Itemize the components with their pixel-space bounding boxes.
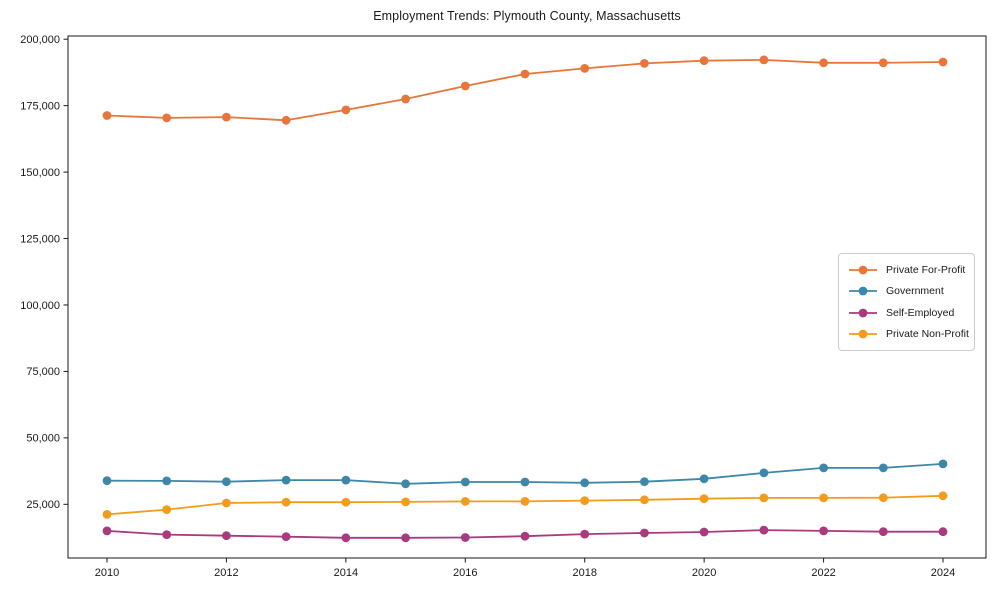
x-tick-label: 2024 <box>931 567 955 579</box>
legend-item-self-employed: Self-Employed <box>848 303 965 322</box>
data-point-government <box>878 463 888 473</box>
data-point-government <box>640 477 649 487</box>
data-point-self-employed <box>460 533 470 542</box>
data-point-government <box>759 468 769 478</box>
data-point-government <box>520 477 530 487</box>
data-point-self-employed <box>222 531 231 541</box>
data-point-private-non-profit <box>699 494 709 504</box>
legend-item-private-non-profit: Private Non-Profit <box>848 325 969 344</box>
data-point-government <box>281 475 291 485</box>
legend-label: Private For-Profit <box>886 263 966 276</box>
data-point-private-non-profit <box>938 491 948 501</box>
data-point-self-employed <box>699 527 709 537</box>
y-tick-label: 75,000 <box>26 366 60 378</box>
data-point-private-non-profit <box>222 498 231 508</box>
data-point-private-for-profit <box>640 59 649 68</box>
data-point-government <box>580 478 590 488</box>
x-tick-label: 2022 <box>811 567 835 579</box>
data-point-private-for-profit <box>162 113 172 123</box>
data-point-government <box>222 477 231 487</box>
legend-label: Private Non-Profit <box>886 328 969 340</box>
legend-item-private-for-profit: Private For-Profit <box>848 260 965 279</box>
x-tick-label: 2018 <box>572 567 596 579</box>
x-tick-label: 2016 <box>453 567 477 579</box>
data-point-private-non-profit <box>341 497 351 507</box>
data-point-private-for-profit <box>878 58 888 68</box>
data-point-government <box>162 476 172 486</box>
data-point-private-non-profit <box>162 505 172 514</box>
data-point-self-employed <box>878 527 888 537</box>
data-point-private-for-profit <box>699 56 709 66</box>
legend-marker-private-for-profit-icon <box>849 265 877 274</box>
data-point-private-for-profit <box>520 69 530 79</box>
data-point-government <box>460 477 470 487</box>
y-tick-label: 50,000 <box>26 433 60 445</box>
data-point-private-for-profit <box>341 105 351 115</box>
data-point-self-employed <box>819 526 828 536</box>
data-point-government <box>938 459 948 469</box>
data-point-self-employed <box>341 533 351 543</box>
chart-title: Employment Trends: Plymouth County, Mass… <box>373 9 681 23</box>
data-point-government <box>699 474 709 484</box>
data-point-private-for-profit <box>222 112 231 122</box>
data-point-private-non-profit <box>281 497 291 507</box>
data-point-private-non-profit <box>520 497 530 506</box>
x-tick-label: 2020 <box>692 567 716 579</box>
data-point-self-employed <box>162 530 172 539</box>
y-tick-label: 100,000 <box>20 300 60 312</box>
data-point-private-for-profit <box>102 111 112 120</box>
x-tick-label: 2012 <box>214 567 238 579</box>
data-point-private-non-profit <box>819 493 828 503</box>
legend-marker-government-icon <box>849 286 877 296</box>
data-point-private-for-profit <box>819 58 828 68</box>
data-point-private-non-profit <box>102 510 112 519</box>
data-point-self-employed <box>640 528 649 538</box>
data-point-private-for-profit <box>938 57 948 67</box>
data-point-government <box>401 479 410 489</box>
data-point-self-employed <box>520 531 530 541</box>
data-point-government <box>341 475 351 485</box>
data-point-private-non-profit <box>401 497 410 507</box>
y-tick-label: 150,000 <box>20 167 60 179</box>
x-tick-label: 2010 <box>95 567 119 579</box>
legend-item-government: Government <box>848 282 965 301</box>
data-point-private-non-profit <box>640 495 649 505</box>
data-point-self-employed <box>759 525 769 535</box>
data-point-self-employed <box>281 532 291 542</box>
legend-label: Government <box>886 285 944 297</box>
legend: Private For-Profit Government Self-Employe… <box>838 253 975 351</box>
data-point-private-non-profit <box>460 497 470 506</box>
y-tick-label: 175,000 <box>20 100 60 112</box>
legend-marker-private-non-profit-icon <box>849 329 877 339</box>
data-point-private-for-profit <box>759 55 769 65</box>
y-tick-label: 200,000 <box>20 34 60 46</box>
data-point-self-employed <box>938 527 948 537</box>
legend-label: Self-Employed <box>886 306 955 319</box>
data-point-self-employed <box>401 533 410 543</box>
series-line-private-for-profit <box>106 59 944 122</box>
data-point-private-for-profit <box>460 81 470 91</box>
data-point-government <box>102 476 112 486</box>
data-point-self-employed <box>102 526 112 536</box>
x-tick-label: 2014 <box>334 567 358 579</box>
data-point-private-non-profit <box>580 496 590 505</box>
y-tick-label: 25,000 <box>26 499 60 511</box>
data-point-private-for-profit <box>281 115 291 125</box>
data-point-self-employed <box>580 529 590 539</box>
plot-border <box>67 35 987 559</box>
data-point-private-for-profit <box>401 94 410 104</box>
data-point-private-non-profit <box>878 493 888 503</box>
data-point-private-non-profit <box>759 493 769 503</box>
data-point-government <box>819 463 828 473</box>
data-point-private-for-profit <box>580 64 590 73</box>
y-tick-label: 125,000 <box>20 233 60 245</box>
legend-marker-self-employed-icon <box>849 308 877 317</box>
